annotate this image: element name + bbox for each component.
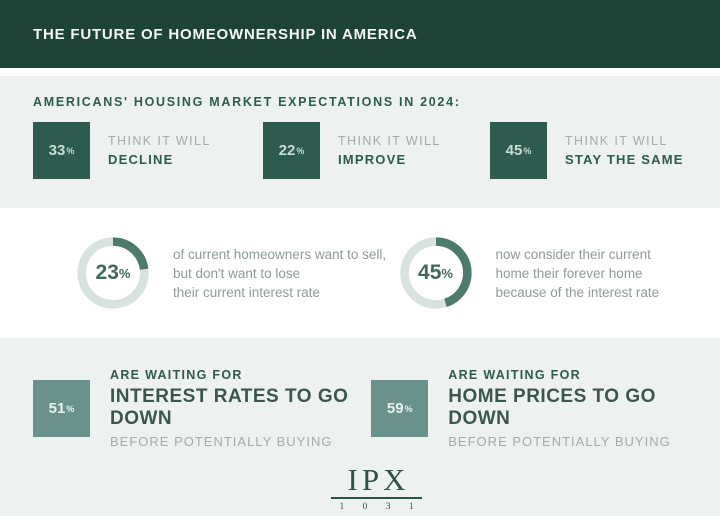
stat-label-main: DECLINE xyxy=(108,152,174,167)
donut-section: 23% of current homeowners want to sell, … xyxy=(0,208,720,338)
stat-square-home-prices: 59% xyxy=(371,380,429,437)
donut-caption: now consider their current home their fo… xyxy=(496,245,660,302)
ipx-1031-logo: IPX 1 0 3 1 xyxy=(331,464,422,512)
waiting-stat-row: 51% ARE WAITING FOR INTEREST RATES TO GO… xyxy=(33,368,720,449)
percent-sign: % xyxy=(66,403,75,414)
donut-chart-23: 23% xyxy=(75,235,151,311)
logo-row: IPX 1 0 3 1 xyxy=(33,464,720,514)
stat-label-suffix: BEFORE POTENTIALLY BUYING xyxy=(448,434,671,449)
stat-waiting-home-prices: 59% ARE WAITING FOR HOME PRICES TO GO DO… xyxy=(371,368,720,449)
stat-square-improve: 22% xyxy=(263,122,320,179)
caption-line: because of the interest rate xyxy=(495,284,660,300)
caption-line: home their forever home xyxy=(495,265,643,281)
caption-line: their current interest rate xyxy=(173,284,321,300)
donut-group-sell: 23% of current homeowners want to sell, … xyxy=(75,235,398,311)
stat-label-main: INTEREST RATES TO GO DOWN xyxy=(110,386,349,429)
stat-label: THINK IT WILL IMPROVE xyxy=(338,134,441,167)
stat-label-prefix: THINK IT WILL xyxy=(565,134,668,148)
donut-caption: of current homeowners want to sell, but … xyxy=(173,245,386,302)
stat-value: 45 xyxy=(505,142,523,159)
percent-sign: % xyxy=(523,145,532,156)
stat-value: 59 xyxy=(386,400,404,417)
stat-value: 33 xyxy=(48,142,66,159)
stat-square-stay-same: 45% xyxy=(490,122,547,179)
stat-stay-same: 45% THINK IT WILL STAY THE SAME xyxy=(490,122,684,179)
donut-center-label: 23% xyxy=(75,235,151,311)
page-title: THE FUTURE OF HOMEOWNERSHIP IN AMERICA xyxy=(33,25,418,43)
stat-decline: 33% THINK IT WILL DECLINE xyxy=(33,122,263,179)
stat-label-prefix: THINK IT WILL xyxy=(108,134,211,148)
logo-1031-text: 1 0 3 1 xyxy=(339,502,422,512)
header-bar: THE FUTURE OF HOMEOWNERSHIP IN AMERICA xyxy=(0,0,720,68)
stat-value: 51 xyxy=(48,400,66,417)
donut-svg xyxy=(399,237,472,309)
stat-label-suffix: BEFORE POTENTIALLY BUYING xyxy=(110,434,333,449)
donut-value: 23 xyxy=(95,261,119,284)
stat-label-prefix: THINK IT WILL xyxy=(338,134,441,148)
stat-label: THINK IT WILL STAY THE SAME xyxy=(565,134,684,167)
percent-sign: % xyxy=(118,265,131,281)
logo-ipx-text: IPX xyxy=(331,464,422,499)
expectations-stat-row: 33% THINK IT WILL DECLINE 22% THINK IT W… xyxy=(33,122,687,179)
stat-label: THINK IT WILL DECLINE xyxy=(108,134,211,167)
donut-svg xyxy=(77,237,149,309)
percent-sign: % xyxy=(296,145,305,156)
stat-square-interest-rates: 51% xyxy=(33,380,90,437)
expectations-title: AMERICANS' HOUSING MARKET EXPECTATIONS I… xyxy=(33,95,461,109)
donut-value-arc xyxy=(399,237,472,309)
percent-sign: % xyxy=(404,403,413,414)
stat-improve: 22% THINK IT WILL IMPROVE xyxy=(263,122,490,179)
percent-sign: % xyxy=(66,145,75,156)
stat-label-main: HOME PRICES TO GO DOWN xyxy=(448,386,656,429)
stat-label: ARE WAITING FOR INTEREST RATES TO GO DOW… xyxy=(110,368,371,449)
stat-label: ARE WAITING FOR HOME PRICES TO GO DOWN B… xyxy=(448,368,720,449)
stat-waiting-interest-rates: 51% ARE WAITING FOR INTEREST RATES TO GO… xyxy=(33,368,371,449)
caption-line: but don't want to lose xyxy=(173,265,301,281)
stat-label-main: STAY THE SAME xyxy=(565,152,684,167)
stat-label-main: IMPROVE xyxy=(338,152,407,167)
stat-square-decline: 33% xyxy=(33,122,90,179)
donut-chart-45: 45% xyxy=(398,235,474,311)
stat-label-prefix: ARE WAITING FOR xyxy=(448,368,581,382)
donut-center-label: 45% xyxy=(398,235,474,311)
expectations-section: AMERICANS' HOUSING MARKET EXPECTATIONS I… xyxy=(0,76,720,208)
donut-value-arc xyxy=(77,237,149,309)
stat-value: 22 xyxy=(278,142,296,159)
waiting-section: 51% ARE WAITING FOR INTEREST RATES TO GO… xyxy=(0,338,720,516)
stat-label-prefix: ARE WAITING FOR xyxy=(110,368,243,382)
donut-value: 45 xyxy=(418,261,442,284)
caption-line: now consider their current xyxy=(495,246,651,262)
caption-line: of current homeowners want to sell, xyxy=(173,246,387,262)
percent-sign: % xyxy=(441,265,453,281)
donut-group-forever-home: 45% now consider their current home thei… xyxy=(398,235,720,311)
